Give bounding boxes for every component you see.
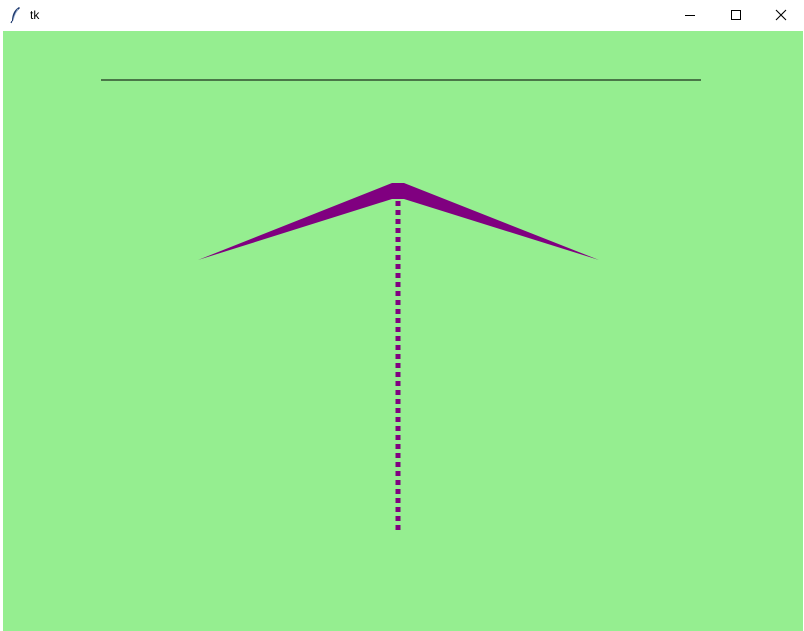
close-icon	[775, 9, 787, 21]
minimize-icon	[684, 9, 696, 21]
chevron-shape	[198, 183, 599, 260]
feather-icon	[8, 6, 24, 24]
close-button[interactable]	[758, 0, 804, 30]
title-bar[interactable]: tk	[0, 0, 804, 30]
drawing-canvas[interactable]	[3, 31, 803, 631]
window-title: tk	[30, 8, 40, 22]
window-border	[0, 30, 3, 631]
maximize-icon	[730, 9, 742, 21]
maximize-button[interactable]	[713, 0, 759, 30]
canvas-background	[3, 31, 803, 631]
minimize-button[interactable]	[667, 0, 713, 30]
